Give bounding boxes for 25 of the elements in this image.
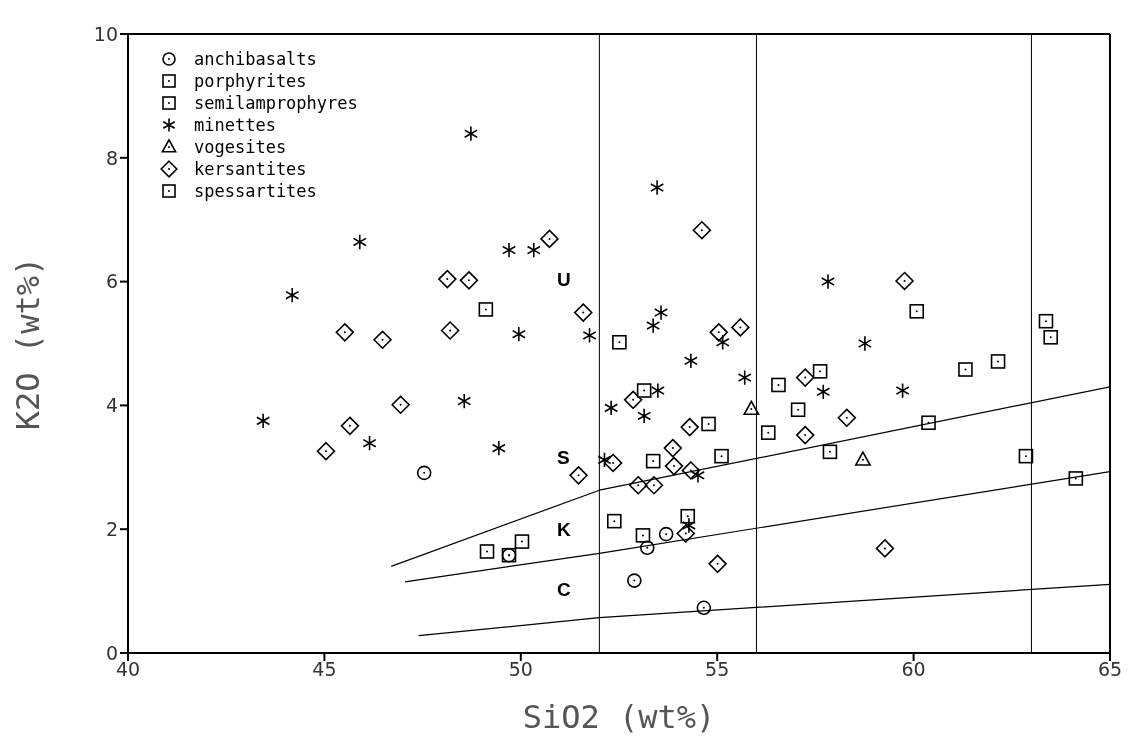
y-tick-label: 10: [93, 22, 118, 45]
annotation: U: [557, 269, 571, 291]
y-tick-label: 4: [105, 394, 118, 417]
annotation: K: [557, 519, 571, 541]
legend-label: semilamprophyres: [194, 92, 358, 114]
y-axis-title: K2O (wt%): [9, 256, 48, 431]
x-tick-label: 65: [1097, 658, 1123, 681]
legend-label: minettes: [194, 114, 276, 136]
x-tick-label: 60: [901, 658, 926, 681]
legend-label: kersantites: [194, 158, 307, 180]
legend-label: vogesites: [194, 136, 287, 158]
x-tick-label: 50: [508, 658, 533, 681]
y-tick-label: 6: [105, 270, 118, 293]
annotation: C: [557, 579, 571, 601]
y-tick-label: 2: [105, 517, 118, 540]
legend-label: porphyrites: [194, 70, 307, 92]
x-tick-label: 40: [115, 658, 141, 681]
legend-label: spessartites: [194, 180, 317, 202]
x-tick-label: 45: [312, 658, 337, 681]
y-tick-label: 8: [105, 146, 118, 169]
annotation: S: [557, 447, 570, 469]
x-tick-label: 55: [705, 658, 730, 681]
legend-label: anchibasalts: [194, 48, 317, 70]
x-axis-title: SiO2 (wt%): [522, 698, 716, 736]
y-tick-label: 0: [105, 641, 118, 664]
